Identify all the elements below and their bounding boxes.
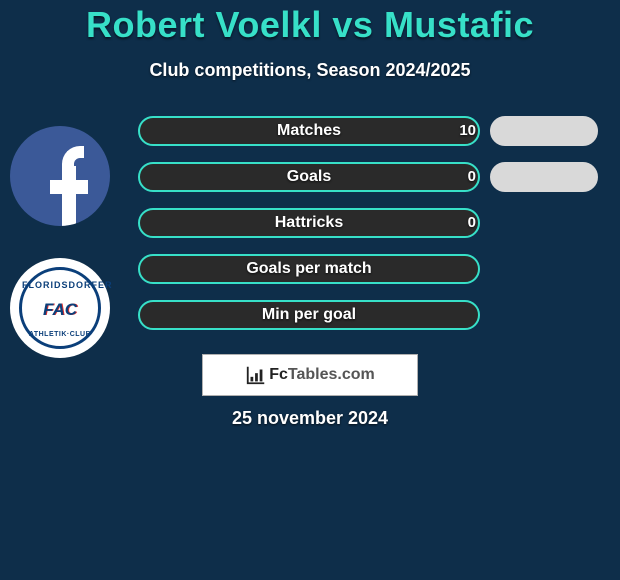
- bar-left: [138, 254, 480, 284]
- date-label: 25 november 2024: [0, 408, 620, 429]
- brand-text: FcTables.com: [269, 366, 375, 384]
- stat-row: Min per goal: [0, 292, 620, 338]
- bar-left: [138, 300, 480, 330]
- bar-left: [138, 116, 480, 146]
- subtitle: Club competitions, Season 2024/2025: [0, 60, 620, 81]
- chart-icon: [245, 364, 267, 386]
- stat-row: Matches10: [0, 108, 620, 154]
- comparison-chart: Matches10Goals0Hattricks0Goals per match…: [0, 108, 620, 338]
- bar-left: [138, 162, 480, 192]
- stat-row: Hattricks0: [0, 200, 620, 246]
- stat-row: Goals per match: [0, 246, 620, 292]
- stat-row: Goals0: [0, 154, 620, 200]
- bar-left: [138, 208, 480, 238]
- bar-right: [490, 116, 598, 146]
- brand-box: FcTables.com: [202, 354, 418, 396]
- bar-right: [490, 162, 598, 192]
- page-title: Robert Voelkl vs Mustafic: [0, 0, 620, 46]
